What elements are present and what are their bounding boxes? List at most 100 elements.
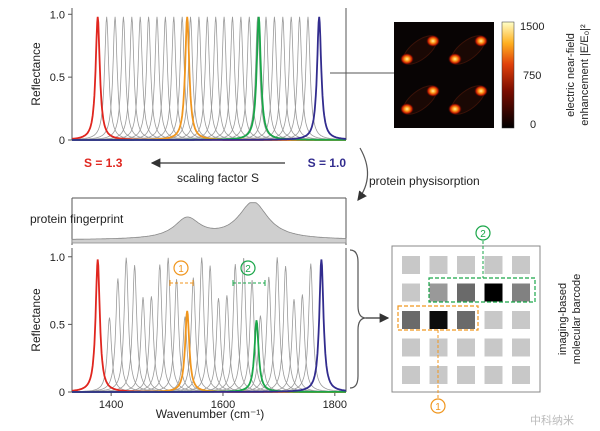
barcode-cell [484,311,503,329]
bottom-y-tick-label: 0 [59,387,65,399]
top-resonance-curve [72,16,346,141]
hotspot [426,35,440,47]
hotspot [448,53,462,65]
hotspot [400,53,414,65]
barcode-cell [429,256,448,274]
barcode-cell [484,366,503,384]
top-resonance-curve [72,16,346,141]
marker-2-circle [240,260,256,276]
top-resonance-curve [72,16,346,141]
barcode-cell [429,283,448,302]
physisorption-label: protein physisorption [369,174,480,188]
top-panel: Reflectance 0 0.5 1.0 [29,8,347,147]
barcode-cell [512,366,530,384]
barcode-cell [457,311,475,329]
marker-1: 1 [169,260,194,286]
barcode-cell [512,256,530,274]
top-highlighted-curve [72,16,346,141]
top-y-ticks: 0 0.5 1.0 [50,9,72,147]
colorbar-tick-max: 1500 [520,21,544,33]
marker-1-circle [173,260,189,276]
top-y-label: Reflectance [29,42,43,106]
colorbar-tick-mid: 750 [523,70,541,82]
top-resonance-curve [72,16,346,141]
barcode-cell [429,311,448,329]
barcode-cell [512,283,530,302]
barcode-cell [402,338,420,357]
bottom-x-tick-label: 1400 [99,399,123,411]
top-resonance-curve [72,16,346,141]
watermark: 中科纳米 [530,413,574,427]
top-resonance-curve [72,16,346,141]
colorbar-title-line1: electric near-field [565,33,577,117]
colorbar-gradient [501,21,515,129]
barcode-cells [402,256,530,384]
colorbar-tick-min: 0 [530,119,536,131]
barcode-cell [484,283,503,302]
barcode-cell [457,256,475,274]
barcode-marker-1-text: 1 [435,402,441,413]
top-resonance-curve [72,16,346,141]
barcode-marker-1-circle [430,398,446,414]
top-resonance-curve [72,16,346,141]
top-y-tick-label: 1.0 [50,9,65,21]
top-resonance-curve [72,16,346,141]
top-resonance-curve [72,16,346,141]
barcode-cell [512,338,530,357]
top-resonance-curve [72,16,346,141]
protein-fingerprint-area [71,202,347,244]
bottom-resonance-curve [72,317,346,393]
top-resonance-curve [72,16,346,141]
physisorption-arrow [357,147,369,201]
top-highlighted-curve [72,16,346,141]
top-resonance-curve [72,16,346,141]
top-resonance-curve [72,16,346,141]
top-resonance-curve [72,16,346,141]
barcode-marker-2-circle [475,225,491,241]
barcode-title-line2: molecular barcode [571,274,583,365]
nanoantenna-rods [400,35,488,115]
colorbar-title-line2: enhancement |E/E₀|² [579,24,591,126]
bottom-highlighted-curve [72,310,346,393]
hotspot [426,85,440,97]
barcode: 2 1 imaging-based molecular barcode [391,225,583,414]
hotspot [448,103,462,115]
bottom-x-tick-label: 1600 [211,399,235,411]
barcode-marker-2-text: 2 [480,229,486,240]
bottom-y-tick-label: 0.5 [50,319,65,331]
marker-2-text: 2 [245,264,251,275]
marker-2: 2 [232,260,266,286]
top-resonance-curve [71,16,346,141]
bottom-panel: Reflectance Wavenumber (cm⁻¹) 0 0.5 1.0 14… [29,248,347,421]
top-resonance-curve [72,16,346,141]
top-resonance-curve [72,16,346,141]
top-y-tick-label: 0 [59,135,65,147]
marker-1-text: 1 [178,264,184,275]
near-field-map [394,22,494,128]
barcode-cell [484,256,503,274]
bottom-x-label: Wavenumber (cm⁻¹) [156,407,265,421]
hotspot [474,85,488,97]
barcode-title-line1: imaging-based [557,283,569,355]
s-red-label: S = 1.3 [84,156,123,170]
curly-brace [349,249,367,389]
barcode-cell [512,311,530,329]
top-resonance-curve [72,16,346,141]
barcode-cell [402,366,420,384]
scaling-label: scaling factor S [177,171,259,185]
barcode-highlight-2 [428,277,536,303]
top-resonance-curve [72,16,347,141]
top-resonance-curve [72,16,346,141]
bottom-y-tick-label: 1.0 [50,252,65,264]
barcode-cell [402,283,420,302]
protein-fingerprint-label: protein fingerprint [30,212,124,226]
barcode-cell [402,256,420,274]
protein-panel: protein fingerprint [30,197,347,245]
barcode-cell [457,338,475,357]
hotspot [400,103,414,115]
top-highlighted-curve [72,16,346,141]
barcode-cell [457,366,475,384]
s-blue-label: S = 1.0 [308,156,347,170]
bottom-curves [72,257,346,393]
